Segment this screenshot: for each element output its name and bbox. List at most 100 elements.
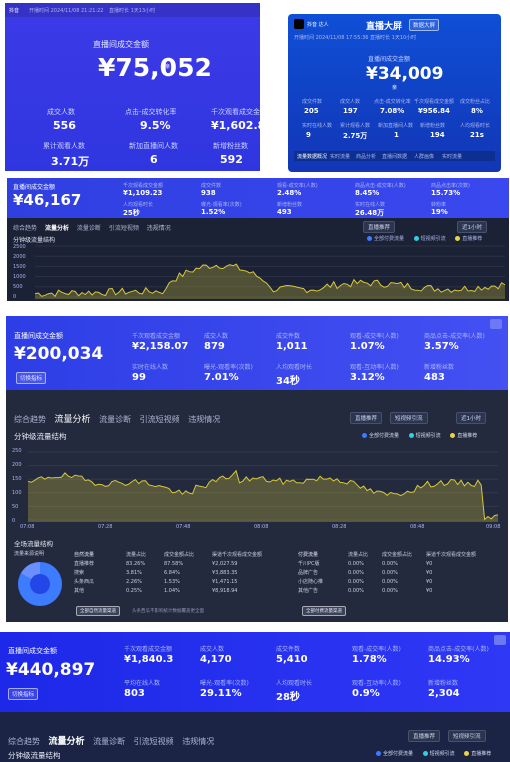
cell: 1.04% <box>164 587 180 594</box>
y-tick: 2000 <box>13 254 26 260</box>
tab-audience[interactable]: 人群画像 <box>414 154 435 160</box>
tab-room-data[interactable]: 直播间数据 <box>382 154 408 160</box>
metric-value: 15.73% <box>431 189 461 197</box>
metric-value: 194 <box>430 131 445 139</box>
metric-value: 3.12% <box>350 372 385 383</box>
main-metric-label: 直播间成交金额 <box>14 332 63 340</box>
tab-short-video[interactable]: 引流短视频 <box>133 737 174 746</box>
y-tick: 500 <box>13 284 23 290</box>
settings-gear-icon[interactable] <box>490 319 502 329</box>
cell: ¥0 <box>426 587 433 594</box>
metric-value: 29.11% <box>200 688 242 699</box>
metric-value: 9.5% <box>140 119 171 132</box>
metric-label: 曝光-观看率(次数) <box>204 364 253 371</box>
metric-value: 205 <box>304 107 319 115</box>
metric-value: 25秒 <box>123 209 140 217</box>
source-help[interactable]: 流量来源说明 <box>14 551 45 557</box>
metric-value: 8% <box>471 107 483 115</box>
column-header: 成交金额占比 <box>382 552 413 558</box>
metric-value: 14.93% <box>428 654 470 665</box>
tab-diagnosis[interactable]: 流量诊断 <box>76 225 101 232</box>
tab-realtime-2[interactable]: 实时流量 <box>442 154 463 160</box>
x-tick: 07:08 <box>20 524 35 530</box>
metric-label: 人均观看时长 <box>276 680 313 687</box>
metric-value: 592 <box>220 153 243 166</box>
analysis-tabs: 综合趋势 流量分析 流量诊断 引流短视频 违规情况 <box>8 734 220 747</box>
channel-select[interactable]: 直播推荐 <box>408 730 441 742</box>
cell: 0.00% <box>382 578 398 585</box>
cell: 3.81% <box>126 569 142 576</box>
source-name: 小店随心推 <box>298 579 324 585</box>
y-tick: 0 <box>12 518 16 524</box>
panel-dashboard-1: 抖音 开播时间 2024/11/08 21:21:22 直播时长 1天13小时 … <box>5 3 260 171</box>
metric-value: 483 <box>424 372 445 383</box>
tab-products[interactable]: 商品分析 <box>356 154 377 160</box>
cell: ¥0 <box>426 560 433 567</box>
metric-label: 成交人数 <box>47 108 75 116</box>
metric-label: 人均观看时长 <box>276 364 313 371</box>
metric-label: 人均观看时长 <box>123 202 154 208</box>
cell: ¥3,883.35 <box>212 569 238 576</box>
time-range-select[interactable]: 近1小时 <box>457 221 487 233</box>
channel-select[interactable]: 直播推荐 <box>363 221 396 233</box>
tab-trend[interactable]: 综合趋势 <box>13 225 38 232</box>
tab-realtime[interactable]: 实时流量 <box>330 154 351 160</box>
short-video-select[interactable]: 短视频引流 <box>390 412 428 424</box>
tab-violations[interactable]: 违规情况 <box>146 225 171 232</box>
tab-traffic-analysis[interactable]: 流量分析 <box>44 225 69 232</box>
panel-dashboard-4: 直播间成交金额 ¥200,034 切换指标 千次观看成交金额 ¥2,158.07… <box>6 316 508 622</box>
channel-select[interactable]: 直播推荐 <box>350 412 383 424</box>
main-metric-label: 直播间成交金额 <box>368 56 411 63</box>
metric-label: 实时在线人数 <box>302 123 333 129</box>
metric-label: 千次观看成交金额 <box>414 99 455 105</box>
cell: 0.00% <box>348 587 364 594</box>
tab-violations[interactable]: 违规情况 <box>182 737 215 746</box>
metric-value: 938 <box>201 189 216 197</box>
y-tick: 1500 <box>13 264 26 270</box>
gmv-amount: ¥46,167 <box>13 191 82 209</box>
panel-dashboard-2: 抖音 达人 直播大屏 数据大屏 开播时间 2024/11/08 17:55:36… <box>288 14 501 172</box>
tab-diagnosis[interactable]: 流量诊断 <box>99 415 132 424</box>
cell: 0.00% <box>382 569 398 576</box>
metric-label: 商品点击率(次数) <box>431 183 470 189</box>
metric-label: 曝光-观看率(次数) <box>200 680 249 687</box>
metric-value: ¥1,602.86 <box>211 119 260 132</box>
screen-mode-button[interactable]: 数据大屏 <box>409 19 440 31</box>
traffic-line-chart <box>35 245 505 299</box>
legend-label: 短视频引流 <box>420 236 446 242</box>
tab-traffic-analysis[interactable]: 流量分析 <box>54 415 91 425</box>
tab-short-video[interactable]: 引流短视频 <box>108 225 139 232</box>
chart-title: 分钟级流量结构 <box>13 237 56 244</box>
time-range-select[interactable]: 近1小时 <box>456 412 486 424</box>
tab-trend[interactable]: 综合趋势 <box>8 737 40 746</box>
metric-label: 人均观看时长 <box>460 123 491 129</box>
y-tick: 2500 <box>13 244 26 250</box>
all-paid-channels-button[interactable]: 全部付费流量渠道 <box>302 606 346 616</box>
gmv-amount: ¥440,897 <box>6 660 96 680</box>
switch-metric-button[interactable]: 切换指标 <box>16 372 47 384</box>
tab-overview[interactable]: 流量数据概况 <box>297 154 328 160</box>
tab-traffic-analysis[interactable]: 流量分析 <box>48 737 85 747</box>
table-header-row: 自然流量 流量占比 成交金额占比 渠道千次观看成交金额 <box>74 550 290 559</box>
metric-value: 879 <box>204 341 225 352</box>
tab-violations[interactable]: 违规情况 <box>188 415 221 424</box>
traffic-area <box>35 264 505 299</box>
switch-metric-button[interactable]: 切换指标 <box>8 688 39 700</box>
tab-short-video[interactable]: 引流短视频 <box>139 415 180 424</box>
cell: 2.26% <box>126 578 142 585</box>
metric-value: 2.75万 <box>343 132 368 140</box>
metric-label: 曝光-观看率(次数) <box>201 202 242 208</box>
tab-trend[interactable]: 综合趋势 <box>14 415 46 424</box>
cell: ¥2,027.59 <box>212 560 238 567</box>
traffic-donut-chart <box>18 562 62 606</box>
metric-value: 1 <box>394 131 399 139</box>
source-name: 其他 <box>74 588 85 594</box>
metric-label: 千次观看成交金额 <box>211 108 260 116</box>
tab-diagnosis[interactable]: 流量诊断 <box>93 737 126 746</box>
settings-gear-icon[interactable] <box>494 635 506 645</box>
cell: ¥0 <box>426 569 433 576</box>
short-video-select[interactable]: 短视频引流 <box>448 730 486 742</box>
metrics-header <box>6 316 508 390</box>
all-natural-channels-button[interactable]: 全部自然流量渠道 <box>76 606 120 616</box>
traffic-line <box>35 263 505 298</box>
